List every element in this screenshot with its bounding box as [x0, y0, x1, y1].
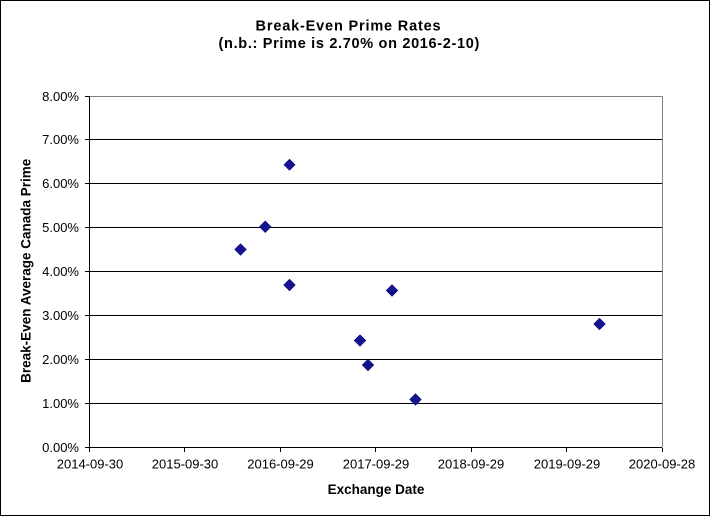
svg-text:2015-09-30: 2015-09-30	[152, 456, 219, 471]
svg-text:Break-Even Prime Rates: Break-Even Prime Rates	[256, 19, 442, 35]
svg-text:0.00%: 0.00%	[42, 440, 79, 455]
svg-text:Exchange Date: Exchange Date	[328, 482, 425, 497]
svg-text:6.00%: 6.00%	[42, 176, 79, 191]
svg-text:1.00%: 1.00%	[42, 396, 79, 411]
svg-text:(n.b.: Prime is 2.70% on 2016-: (n.b.: Prime is 2.70% on 2016-2-10)	[219, 36, 481, 52]
svg-text:Break-Even Average Canada Prim: Break-Even Average Canada Prime	[18, 158, 33, 383]
svg-text:2016-09-29: 2016-09-29	[247, 456, 314, 471]
svg-text:3.00%: 3.00%	[42, 308, 79, 323]
svg-text:7.00%: 7.00%	[42, 132, 79, 147]
svg-text:2017-09-29: 2017-09-29	[343, 456, 410, 471]
svg-text:5.00%: 5.00%	[42, 220, 79, 235]
svg-text:2014-09-30: 2014-09-30	[57, 456, 124, 471]
svg-text:2.00%: 2.00%	[42, 352, 79, 367]
svg-text:8.00%: 8.00%	[42, 89, 79, 104]
svg-text:2018-09-29: 2018-09-29	[438, 456, 505, 471]
svg-text:2020-09-28: 2020-09-28	[629, 456, 696, 471]
svg-text:2019-09-29: 2019-09-29	[534, 456, 601, 471]
svg-text:4.00%: 4.00%	[42, 264, 79, 279]
